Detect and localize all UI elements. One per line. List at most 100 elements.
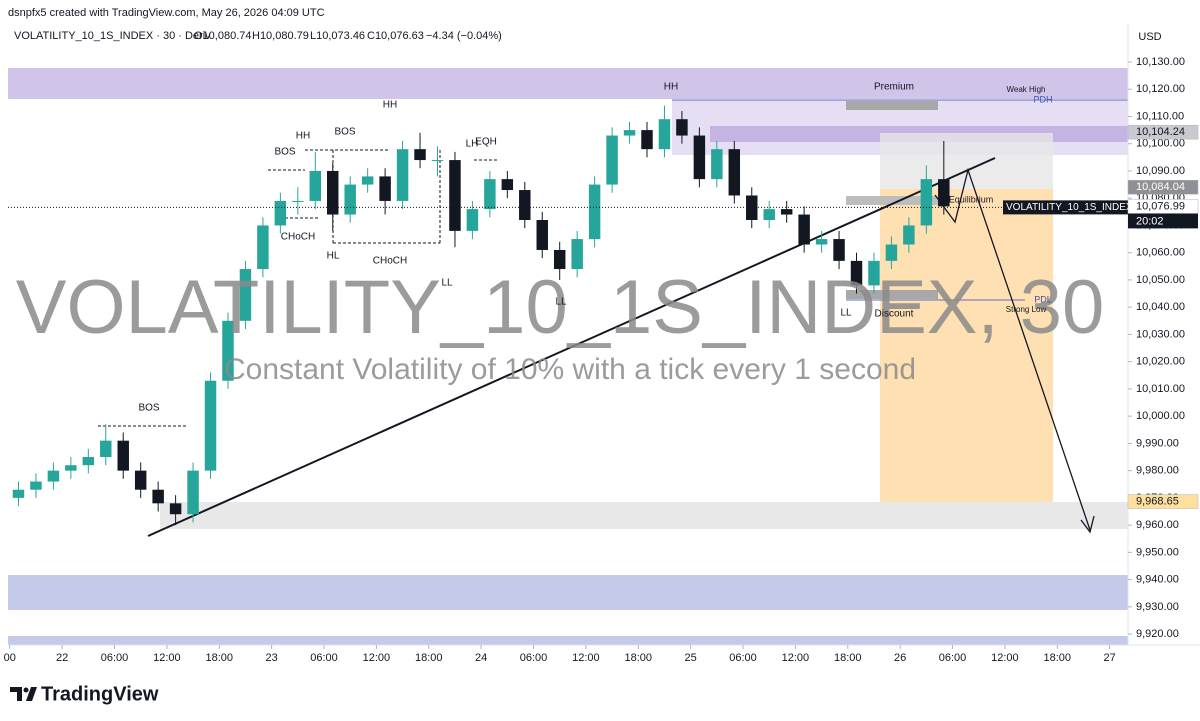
x-tick-label: 12:00: [363, 652, 391, 664]
annotation: PDL: [1034, 294, 1052, 304]
candle-body: [187, 470, 199, 515]
candle-body: [588, 184, 601, 240]
price-label-bg: [1127, 124, 1199, 140]
annotation: LL: [441, 278, 453, 289]
x-tick-label: 18:00: [834, 652, 862, 664]
price-label: 10,084.04: [1136, 181, 1185, 193]
countdown: 20:02: [1136, 215, 1164, 227]
candle-body: [361, 176, 374, 185]
candle-body: [693, 135, 706, 180]
y-tick-label: 10,010.00: [1136, 383, 1185, 395]
candle-body: [414, 149, 426, 161]
price-label-bg: [1127, 199, 1199, 214]
y-tick-label: 10,000.00: [1136, 410, 1185, 422]
candle-body: [763, 209, 775, 220]
candle-body: [903, 225, 915, 245]
y-tick-label: 10,040.00: [1136, 301, 1185, 313]
candle-body: [12, 489, 25, 498]
annotation: Strong Low: [1006, 305, 1047, 314]
x-tick-label: 22: [56, 652, 68, 664]
currency: USD: [1138, 31, 1161, 43]
zone-blue: [8, 636, 1128, 645]
x-tick-label: 26: [894, 652, 906, 664]
candle-body: [676, 119, 688, 136]
symbol-tag: VOLATILITY_10_1S_INDEX: [1006, 202, 1133, 213]
candle-body: [571, 239, 583, 270]
y-tick-label: 10,130.00: [1136, 56, 1185, 68]
trendline: [147, 157, 996, 537]
candle-body: [833, 239, 845, 261]
annotation: Discount: [875, 309, 914, 320]
annotation: HH: [664, 82, 678, 93]
candle-body: [728, 149, 741, 196]
y-tick-label: 10,030.00: [1136, 328, 1185, 340]
y-tick-label: 9,990.00: [1136, 437, 1179, 449]
annotation: HH: [383, 100, 397, 111]
candle-body: [536, 220, 548, 250]
x-tick-label: 27: [1104, 652, 1116, 664]
candle-body: [47, 470, 60, 482]
y-tick-label: 10,020.00: [1136, 356, 1185, 368]
y-tick-label: 9,960.00: [1136, 519, 1179, 531]
price-label: 9,968.65: [1136, 495, 1179, 507]
y-tick-label: 10,050.00: [1136, 274, 1185, 286]
candle-body: [117, 440, 129, 471]
y-tick-label: 9,980.00: [1136, 465, 1179, 477]
candles: [12, 105, 950, 526]
x-tick-label: 23: [266, 652, 278, 664]
y-tick-label: 9,920.00: [1136, 628, 1179, 640]
legend: VOLATILITY_10_1S_INDEX · 30 · Deriv O10,…: [14, 30, 502, 42]
zone-blue: [8, 575, 1128, 610]
annotation: LL: [840, 308, 852, 319]
candle-body: [30, 481, 42, 490]
watermark-title: VOLATILITY_10_1S_INDEX, 30: [16, 265, 1105, 350]
symbol-tag-bg: [1003, 200, 1128, 215]
attribution: dsnpfx5 created with TradingView.com, Ma…: [8, 7, 325, 19]
legend-open: O10,080.74: [194, 30, 252, 42]
arrow-head: [1080, 515, 1095, 534]
y-tick-label: 9,930.00: [1136, 601, 1179, 613]
x-tick-label: 06:00: [520, 652, 548, 664]
annotation: EQH: [475, 137, 497, 148]
candle-body: [868, 260, 880, 286]
annotation: LH: [466, 139, 479, 150]
annotation: BOS: [334, 127, 355, 138]
x-tick-label: 06:00: [729, 652, 757, 664]
price-label: 10,104.24: [1136, 126, 1185, 138]
discount-bar: [846, 290, 938, 299]
x-tick-label: 12:00: [782, 652, 810, 664]
candle-body: [641, 130, 653, 150]
candle-body: [222, 320, 234, 381]
annotation: HH: [296, 131, 310, 142]
candle-body: [82, 457, 95, 466]
footer-logo: TradingView: [10, 683, 159, 705]
candle-body: [658, 119, 671, 150]
annotation: BOS: [274, 147, 295, 158]
x-tick-label: 12:00: [991, 652, 1019, 664]
candle-body: [65, 465, 77, 471]
premium-bar: [846, 101, 938, 110]
candle-body: [885, 244, 898, 261]
equilibrium-bar: [846, 196, 938, 205]
x-tick-label: 12:00: [572, 652, 600, 664]
candle-body: [519, 190, 531, 220]
candle-body: [292, 200, 304, 202]
legend-change: −4.34 (−0.04%): [426, 30, 502, 42]
candle-body: [344, 184, 356, 215]
logo-dot: [23, 687, 29, 693]
candle-body: [134, 470, 147, 490]
legend-symbol: VOLATILITY_10_1S_INDEX · 30 · Deriv: [14, 30, 211, 42]
price-label-bg: [1127, 179, 1199, 195]
annotation: CHoCH: [281, 232, 315, 243]
price-label-bg: [1127, 494, 1199, 509]
candle-body: [623, 130, 636, 136]
candle-body: [815, 239, 828, 245]
x-tick-label: 06:00: [939, 652, 967, 664]
x-tick-label: 18:00: [415, 652, 443, 664]
y-tick-label: 10,060.00: [1136, 247, 1185, 259]
range-box: [880, 133, 1053, 189]
candle-body: [920, 179, 933, 226]
candle-body: [746, 195, 758, 220]
legend-high: H10,080.79: [252, 30, 309, 42]
